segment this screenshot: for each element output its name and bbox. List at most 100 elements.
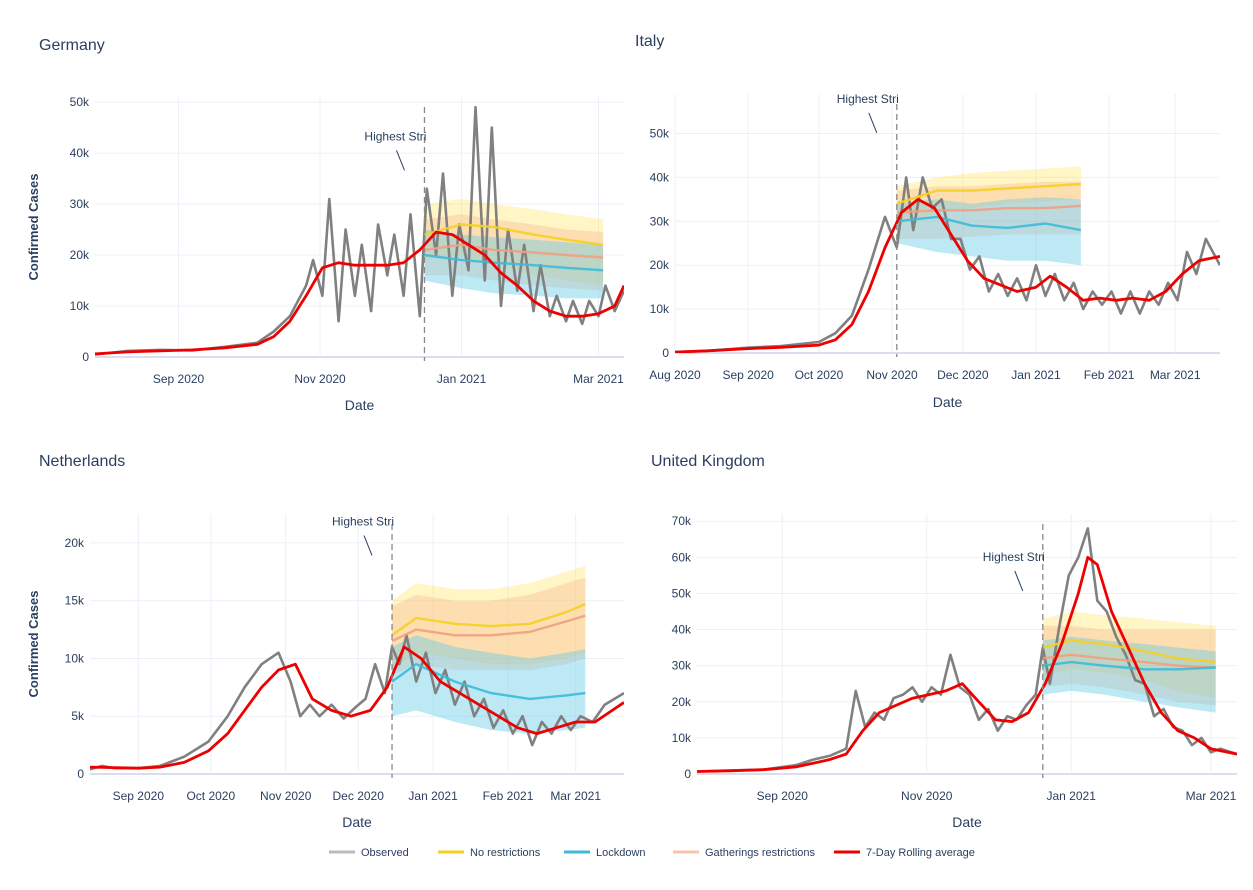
scenario-line <box>391 663 586 701</box>
scenario-line <box>896 204 1081 214</box>
y-tick-label: 20k <box>650 258 670 272</box>
x-tick-label: Jan 2021 <box>437 372 487 386</box>
annotation-arrow <box>1014 570 1024 592</box>
scenario-line <box>391 602 586 637</box>
y-tick-label: 20k <box>65 536 85 550</box>
x-tick-label: Sep 2020 <box>153 372 205 386</box>
y-tick-label: 0 <box>684 767 691 781</box>
annotation-arrow <box>868 112 878 133</box>
annotation-arrow <box>396 150 405 171</box>
y-axis-label: Confirmed Cases <box>26 174 41 281</box>
y-tick-label: 10k <box>650 302 670 316</box>
y-tick-label: 15k <box>65 594 85 608</box>
italy-panel: Italy 0 10k 20k 30k 40k 50k Aug 2020 Sep 2020 Oct… <box>635 33 1220 410</box>
annotation-arrow <box>363 535 373 556</box>
y-tick-label: 0 <box>82 350 89 364</box>
panel-title: Germany <box>39 37 105 54</box>
observed-series-line <box>95 105 624 356</box>
y-tick-label: 40k <box>70 146 90 160</box>
observed-series-line <box>675 176 1220 353</box>
x-axis-label: Date <box>933 394 963 410</box>
annotation-label: Highest Stri <box>837 92 899 106</box>
legend: Observed No restrictions Lockdown Gathering… <box>329 847 975 859</box>
x-tick-label: Sep 2020 <box>113 789 165 803</box>
observed-series-line <box>697 527 1237 773</box>
scenario-band <box>392 635 586 734</box>
legend-item-label: Lockdown <box>596 847 646 859</box>
annotation-label: Highest Stri <box>983 550 1045 564</box>
x-axis-label: Date <box>342 814 372 830</box>
rolling-average-line <box>675 197 1220 353</box>
scenario-line <box>424 243 604 259</box>
scenario-line <box>896 182 1081 205</box>
x-tick-label: Sep 2020 <box>722 368 774 382</box>
y-tick-label: 50k <box>672 586 692 600</box>
plot-area <box>697 527 1237 773</box>
germany-panel: Germany 0 10k 20k 30k 40k 50k Sep 2020 Nov 2020 J… <box>26 37 624 413</box>
x-tick-label: Oct 2020 <box>186 789 235 803</box>
x-tick-label: Mar 2021 <box>1150 368 1201 382</box>
y-tick-label: 30k <box>70 197 90 211</box>
rolling-average-line <box>90 645 624 770</box>
x-tick-label: Jan 2021 <box>408 789 458 803</box>
x-tick-label: Nov 2020 <box>866 368 918 382</box>
y-tick-label: 60k <box>672 550 692 564</box>
netherlands-panel: Netherlands 0 5k 10k 15k 20k Sep 2020 Oct 2020 N… <box>26 453 624 830</box>
scenario-line <box>1042 639 1216 664</box>
x-tick-label: Mar 2021 <box>573 372 624 386</box>
scenario-line <box>424 253 604 272</box>
x-tick-label: Mar 2021 <box>1186 789 1237 803</box>
x-tick-label: Feb 2021 <box>483 789 534 803</box>
scenario-band <box>896 197 1081 266</box>
scenario-line <box>1042 653 1216 669</box>
x-tick-label: Nov 2020 <box>901 789 953 803</box>
x-tick-label: Oct 2020 <box>795 368 844 382</box>
x-tick-label: Sep 2020 <box>757 789 809 803</box>
x-axis-label: Date <box>345 397 375 413</box>
scenario-line <box>424 223 604 246</box>
rolling-average-line <box>95 230 624 356</box>
scenario-band <box>424 199 604 286</box>
annotation-label: Highest Stri <box>332 515 394 529</box>
plot-area <box>90 566 624 771</box>
y-tick-label: 0 <box>77 767 84 781</box>
y-axis-label: Confirmed Cases <box>26 591 41 698</box>
y-tick-label: 0 <box>662 346 669 360</box>
x-tick-label: Nov 2020 <box>260 789 312 803</box>
observed-series-line <box>90 633 624 771</box>
y-tick-label: 10k <box>70 299 90 313</box>
scenario-line <box>391 614 586 643</box>
x-tick-label: Mar 2021 <box>550 789 601 803</box>
plot-area <box>675 166 1220 353</box>
y-tick-label: 30k <box>672 659 692 673</box>
legend-item-label: Observed <box>361 847 409 859</box>
panel-title: Netherlands <box>39 453 125 470</box>
x-tick-label: Feb 2021 <box>1084 368 1135 382</box>
y-tick-label: 20k <box>672 695 692 709</box>
y-tick-label: 20k <box>70 248 90 262</box>
scenario-band <box>1042 611 1216 699</box>
x-tick-label: Jan 2021 <box>1047 789 1097 803</box>
scenario-line <box>896 215 1082 232</box>
y-tick-label: 10k <box>65 651 85 665</box>
x-tick-label: Dec 2020 <box>937 368 989 382</box>
legend-item-label: No restrictions <box>470 847 541 859</box>
y-tick-label: 70k <box>672 514 692 528</box>
x-tick-label: Jan 2021 <box>1011 368 1061 382</box>
x-tick-label: Nov 2020 <box>294 372 346 386</box>
plot-area <box>95 105 624 356</box>
y-tick-label: 5k <box>71 709 85 723</box>
y-tick-label: 40k <box>672 623 692 637</box>
x-tick-label: Aug 2020 <box>649 368 701 382</box>
y-tick-label: 30k <box>650 214 670 228</box>
legend-item-label: Gatherings restrictions <box>705 847 816 859</box>
y-tick-label: 40k <box>650 170 670 184</box>
scenario-band <box>392 566 586 670</box>
rolling-average-line <box>697 555 1237 773</box>
y-tick-label: 50k <box>70 95 90 109</box>
y-tick-label: 50k <box>650 127 670 141</box>
scenario-line <box>1042 660 1216 671</box>
x-axis-label: Date <box>952 814 982 830</box>
legend-item-label: 7-Day Rolling average <box>866 847 975 859</box>
